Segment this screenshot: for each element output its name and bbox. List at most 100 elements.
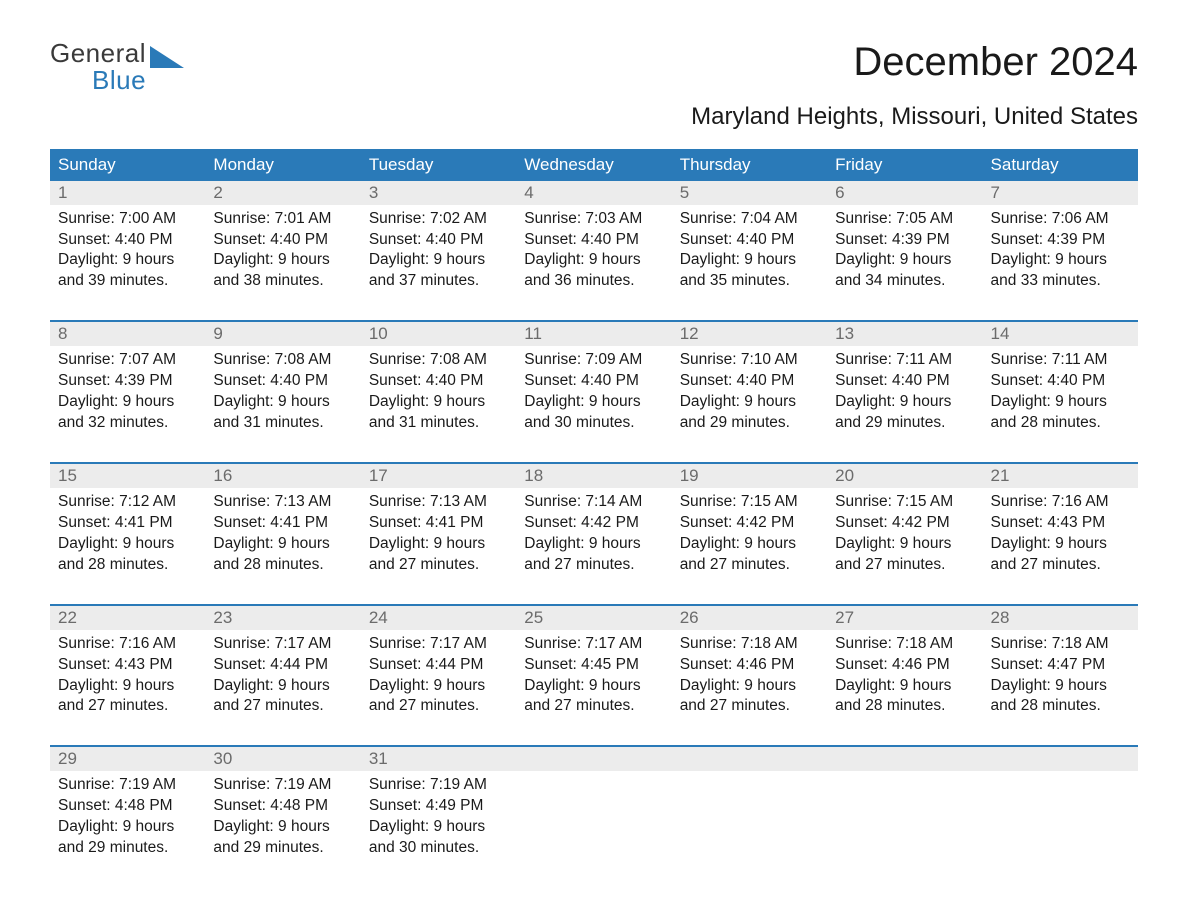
daylight-line1: Daylight: 9 hours bbox=[835, 392, 974, 413]
sunrise: Sunrise: 7:18 AM bbox=[835, 634, 974, 655]
daylight-line2: and 28 minutes. bbox=[58, 555, 197, 576]
sunrise: Sunrise: 7:19 AM bbox=[58, 775, 197, 796]
daylight-line2: and 28 minutes. bbox=[991, 413, 1130, 434]
daylight-line1: Daylight: 9 hours bbox=[369, 534, 508, 555]
daylight-line2: and 27 minutes. bbox=[680, 555, 819, 576]
daylight-line1: Daylight: 9 hours bbox=[58, 250, 197, 271]
day-cell: Sunrise: 7:15 AMSunset: 4:42 PMDaylight:… bbox=[672, 488, 827, 605]
sunset: Sunset: 4:40 PM bbox=[524, 230, 663, 251]
sunrise: Sunrise: 7:04 AM bbox=[680, 209, 819, 230]
daylight-line1: Daylight: 9 hours bbox=[680, 392, 819, 413]
day-cell: Sunrise: 7:12 AMSunset: 4:41 PMDaylight:… bbox=[50, 488, 205, 605]
sunset: Sunset: 4:42 PM bbox=[835, 513, 974, 534]
daylight-line2: and 32 minutes. bbox=[58, 413, 197, 434]
daylight-line2: and 27 minutes. bbox=[369, 555, 508, 576]
day-cell bbox=[672, 771, 827, 887]
day-number: 13 bbox=[827, 322, 982, 346]
sunset: Sunset: 4:39 PM bbox=[991, 230, 1130, 251]
daylight-line1: Daylight: 9 hours bbox=[369, 250, 508, 271]
day-cell: Sunrise: 7:13 AMSunset: 4:41 PMDaylight:… bbox=[361, 488, 516, 605]
daylight-line1: Daylight: 9 hours bbox=[991, 392, 1130, 413]
sunset: Sunset: 4:40 PM bbox=[524, 371, 663, 392]
page-subtitle: Maryland Heights, Missouri, United State… bbox=[50, 103, 1138, 131]
day-header: Friday bbox=[827, 149, 982, 181]
day-content-row: Sunrise: 7:19 AMSunset: 4:48 PMDaylight:… bbox=[50, 771, 1138, 887]
sunset: Sunset: 4:45 PM bbox=[524, 655, 663, 676]
sunset: Sunset: 4:40 PM bbox=[213, 371, 352, 392]
day-number: 21 bbox=[983, 464, 1138, 488]
day-number: 10 bbox=[361, 322, 516, 346]
daylight-line2: and 29 minutes. bbox=[213, 838, 352, 859]
day-cell: Sunrise: 7:17 AMSunset: 4:45 PMDaylight:… bbox=[516, 630, 671, 747]
page-title: December 2024 bbox=[853, 40, 1138, 85]
daylight-line1: Daylight: 9 hours bbox=[58, 817, 197, 838]
day-number: 7 bbox=[983, 181, 1138, 205]
daylight-line1: Daylight: 9 hours bbox=[680, 250, 819, 271]
day-cell: Sunrise: 7:19 AMSunset: 4:48 PMDaylight:… bbox=[50, 771, 205, 887]
sunrise: Sunrise: 7:16 AM bbox=[991, 492, 1130, 513]
day-cell bbox=[516, 771, 671, 887]
day-cell: Sunrise: 7:11 AMSunset: 4:40 PMDaylight:… bbox=[983, 346, 1138, 463]
day-header: Saturday bbox=[983, 149, 1138, 181]
daylight-line2: and 27 minutes. bbox=[58, 696, 197, 717]
sunrise: Sunrise: 7:12 AM bbox=[58, 492, 197, 513]
sunrise: Sunrise: 7:00 AM bbox=[58, 209, 197, 230]
sunset: Sunset: 4:40 PM bbox=[680, 230, 819, 251]
sunrise: Sunrise: 7:08 AM bbox=[213, 350, 352, 371]
day-cell: Sunrise: 7:01 AMSunset: 4:40 PMDaylight:… bbox=[205, 205, 360, 322]
day-number: 19 bbox=[672, 464, 827, 488]
daylight-line1: Daylight: 9 hours bbox=[524, 392, 663, 413]
day-number-row: 1234567 bbox=[50, 181, 1138, 205]
sunrise: Sunrise: 7:15 AM bbox=[680, 492, 819, 513]
day-cell: Sunrise: 7:18 AMSunset: 4:47 PMDaylight:… bbox=[983, 630, 1138, 747]
logo-blue: Blue bbox=[50, 67, 146, 94]
day-cell: Sunrise: 7:08 AMSunset: 4:40 PMDaylight:… bbox=[361, 346, 516, 463]
sunrise: Sunrise: 7:10 AM bbox=[680, 350, 819, 371]
sunset: Sunset: 4:40 PM bbox=[680, 371, 819, 392]
day-number-row: 293031 bbox=[50, 747, 1138, 771]
day-cell: Sunrise: 7:13 AMSunset: 4:41 PMDaylight:… bbox=[205, 488, 360, 605]
day-number: 20 bbox=[827, 464, 982, 488]
sunrise: Sunrise: 7:19 AM bbox=[213, 775, 352, 796]
day-number: 16 bbox=[205, 464, 360, 488]
day-number bbox=[672, 747, 827, 771]
sunset: Sunset: 4:41 PM bbox=[213, 513, 352, 534]
sunrise: Sunrise: 7:13 AM bbox=[213, 492, 352, 513]
daylight-line1: Daylight: 9 hours bbox=[213, 392, 352, 413]
day-number: 31 bbox=[361, 747, 516, 771]
day-number: 27 bbox=[827, 606, 982, 630]
day-cell bbox=[983, 771, 1138, 887]
day-cell: Sunrise: 7:17 AMSunset: 4:44 PMDaylight:… bbox=[361, 630, 516, 747]
day-cell: Sunrise: 7:02 AMSunset: 4:40 PMDaylight:… bbox=[361, 205, 516, 322]
logo-general: General bbox=[50, 40, 146, 67]
sunset: Sunset: 4:40 PM bbox=[369, 230, 508, 251]
sunset: Sunset: 4:47 PM bbox=[991, 655, 1130, 676]
sunset: Sunset: 4:43 PM bbox=[58, 655, 197, 676]
sunset: Sunset: 4:40 PM bbox=[369, 371, 508, 392]
day-cell: Sunrise: 7:18 AMSunset: 4:46 PMDaylight:… bbox=[827, 630, 982, 747]
day-number: 24 bbox=[361, 606, 516, 630]
day-number-row: 891011121314 bbox=[50, 322, 1138, 346]
day-cell bbox=[827, 771, 982, 887]
logo-triangle-icon bbox=[150, 46, 184, 68]
day-cell: Sunrise: 7:16 AMSunset: 4:43 PMDaylight:… bbox=[50, 630, 205, 747]
day-cell: Sunrise: 7:16 AMSunset: 4:43 PMDaylight:… bbox=[983, 488, 1138, 605]
sunset: Sunset: 4:42 PM bbox=[524, 513, 663, 534]
sunrise: Sunrise: 7:09 AM bbox=[524, 350, 663, 371]
day-number: 12 bbox=[672, 322, 827, 346]
sunset: Sunset: 4:41 PM bbox=[369, 513, 508, 534]
daylight-line1: Daylight: 9 hours bbox=[835, 676, 974, 697]
daylight-line1: Daylight: 9 hours bbox=[369, 676, 508, 697]
sunrise: Sunrise: 7:18 AM bbox=[680, 634, 819, 655]
day-number: 8 bbox=[50, 322, 205, 346]
day-number: 26 bbox=[672, 606, 827, 630]
daylight-line1: Daylight: 9 hours bbox=[213, 250, 352, 271]
daylight-line2: and 38 minutes. bbox=[213, 271, 352, 292]
sunset: Sunset: 4:48 PM bbox=[213, 796, 352, 817]
sunrise: Sunrise: 7:03 AM bbox=[524, 209, 663, 230]
day-number: 30 bbox=[205, 747, 360, 771]
daylight-line2: and 33 minutes. bbox=[991, 271, 1130, 292]
day-content-row: Sunrise: 7:16 AMSunset: 4:43 PMDaylight:… bbox=[50, 630, 1138, 747]
sunset: Sunset: 4:40 PM bbox=[58, 230, 197, 251]
daylight-line1: Daylight: 9 hours bbox=[58, 392, 197, 413]
